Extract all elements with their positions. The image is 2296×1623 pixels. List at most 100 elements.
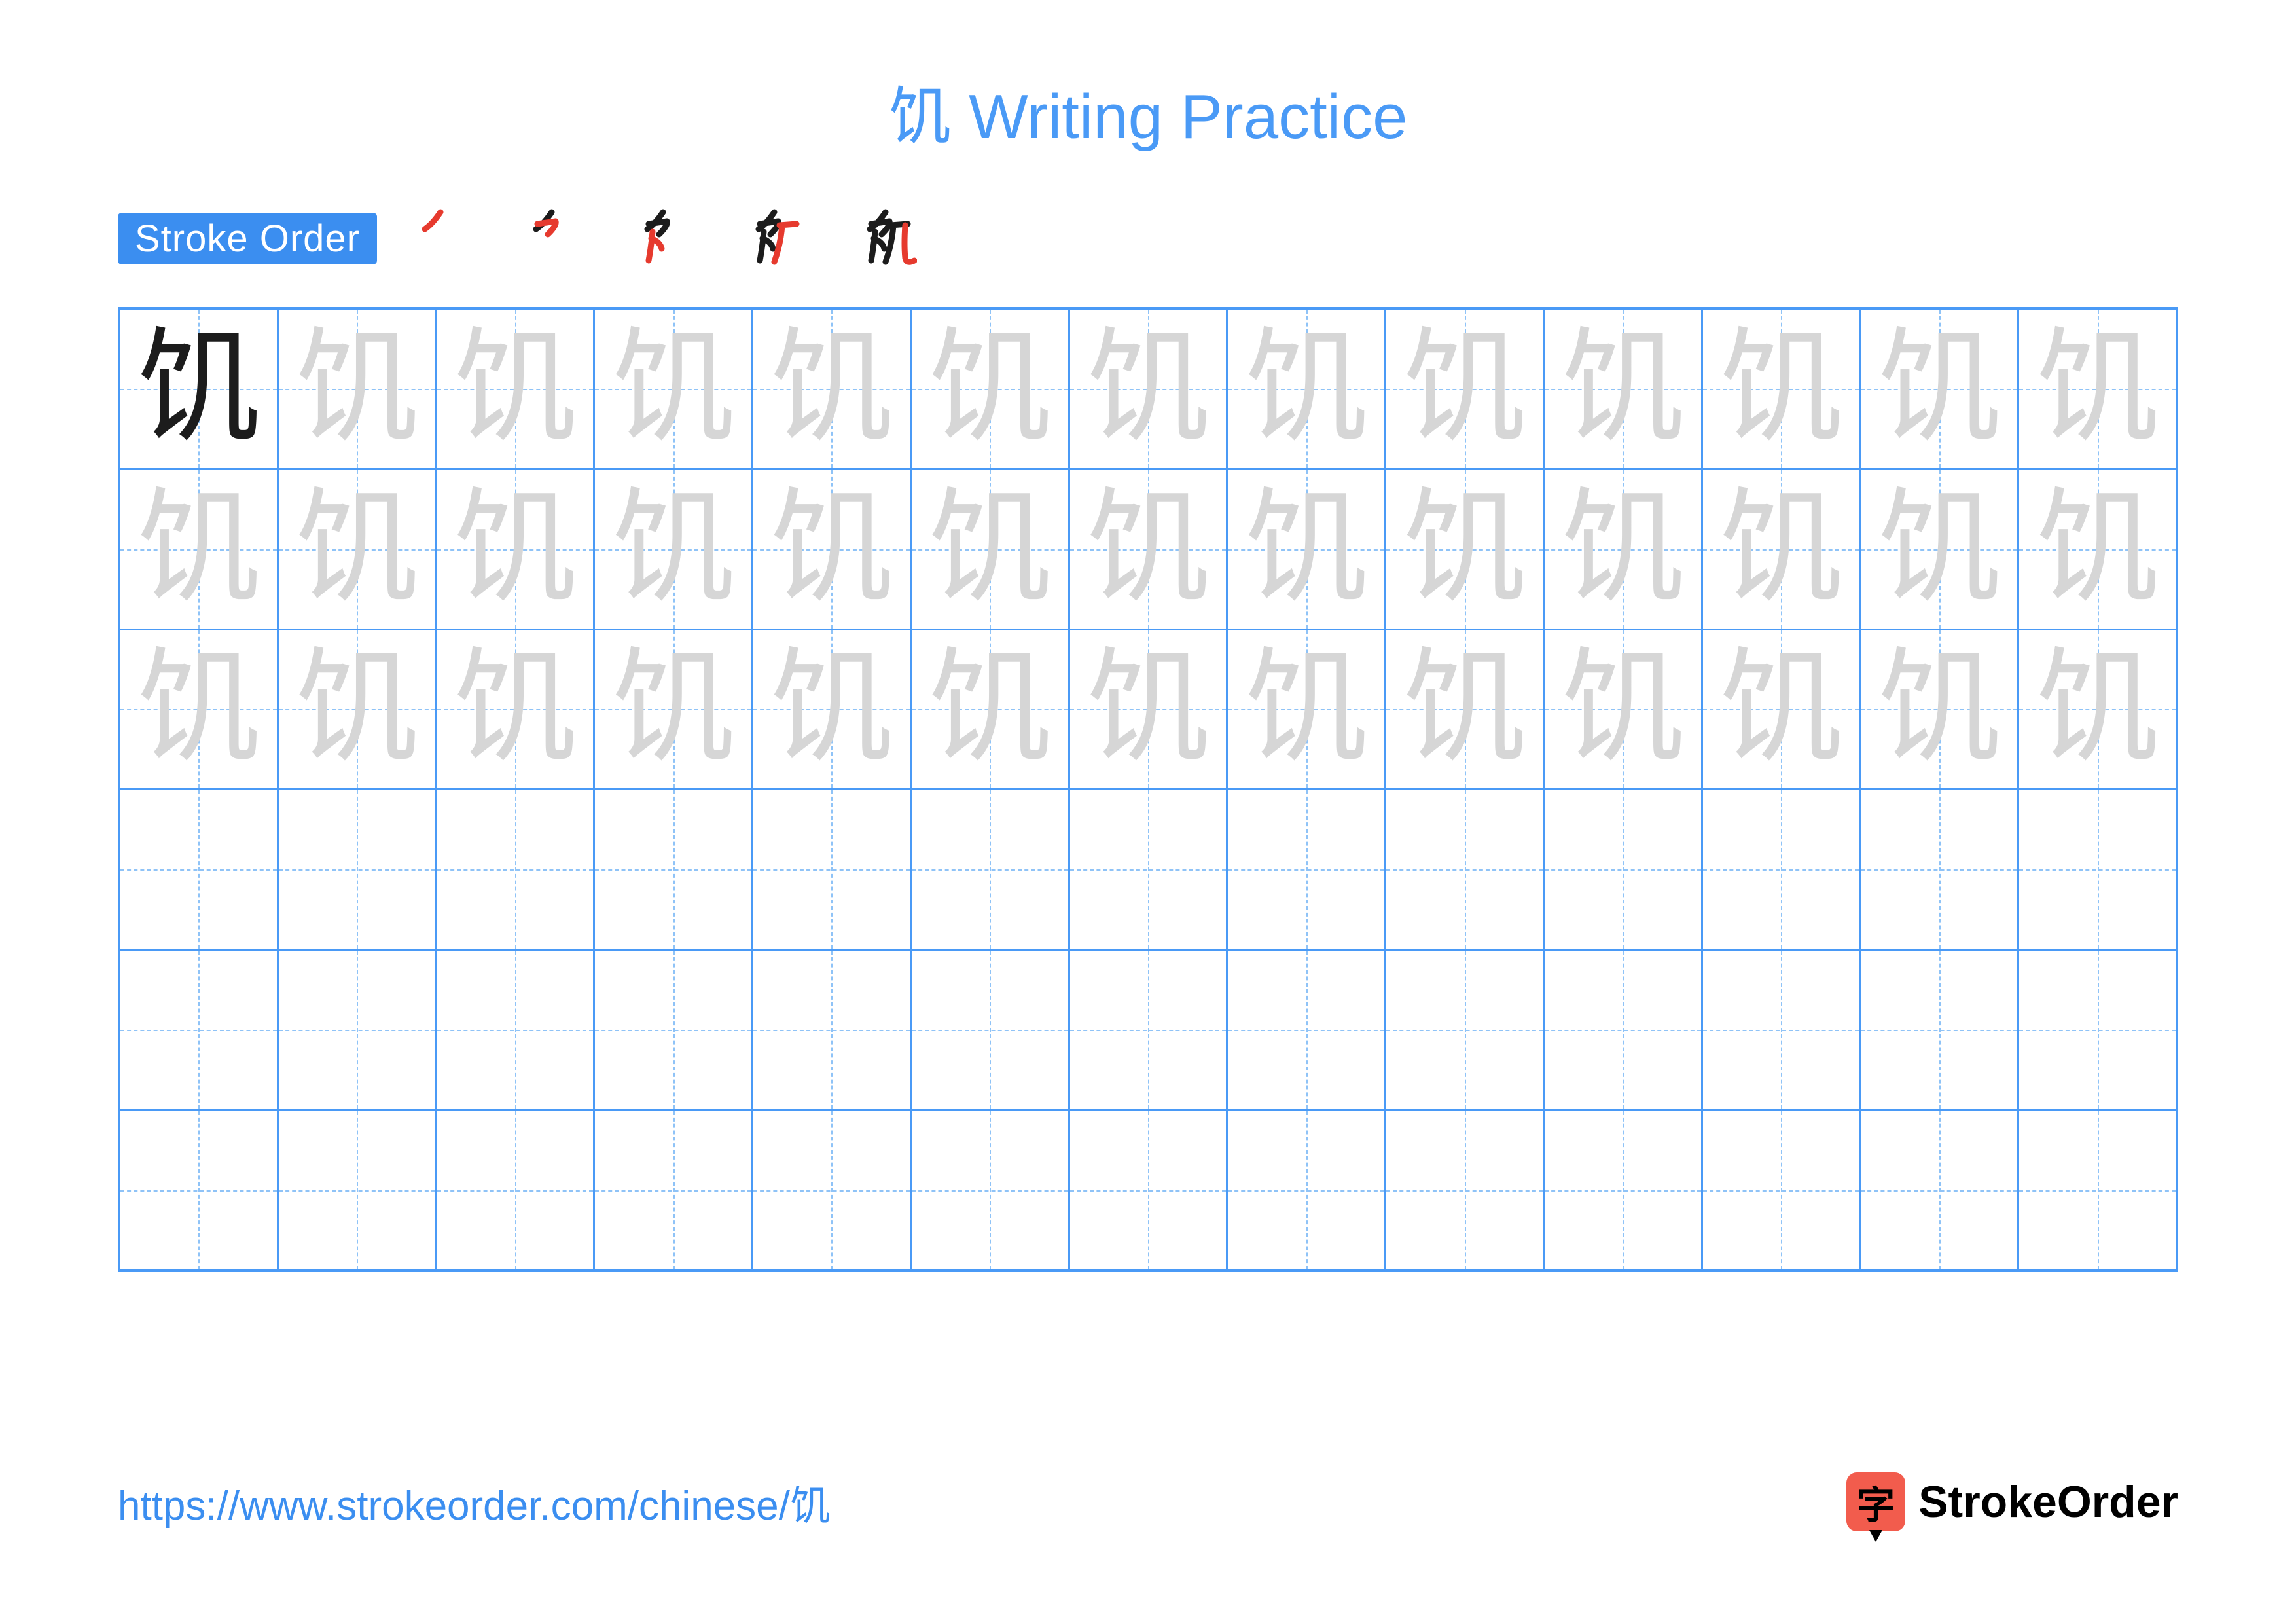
trace-character: 饥 [1086,327,1210,451]
trace-character: 饥 [1719,487,1843,611]
grid-row [120,790,2176,951]
grid-cell [1703,790,1861,949]
grid-cell [753,790,912,949]
grid-cell: 饥 [1228,630,1386,789]
grid-cell [595,1111,753,1269]
grid-cell: 饥 [1703,470,1861,629]
trace-character: 饥 [2036,487,2160,611]
grid-cell [1228,951,1386,1109]
grid-cell: 饥 [437,470,596,629]
grid-cell [2019,951,2176,1109]
stroke-step-5 [848,202,920,274]
grid-cell [753,1111,912,1269]
grid-cell: 饥 [1861,630,2019,789]
trace-character: 饥 [927,487,1052,611]
trace-character: 饥 [611,487,736,611]
trace-character: 饥 [295,647,419,771]
grid-cell [595,790,753,949]
trace-character: 饥 [295,327,419,451]
grid-cell: 饥 [1386,310,1545,468]
logo-badge-icon: 字 [1846,1472,1905,1531]
grid-row [120,1111,2176,1269]
grid-cell: 饥 [1703,630,1861,789]
grid-cell [1386,951,1545,1109]
grid-cell [1545,951,1703,1109]
grid-cell [1386,1111,1545,1269]
grid-cell: 饥 [1861,310,2019,468]
grid-cell [437,790,596,949]
grid-cell [2019,790,2176,949]
trace-character: 饥 [1403,327,1527,451]
grid-cell: 饥 [279,310,437,468]
trace-character: 饥 [611,647,736,771]
logo: 字 StrokeOrder [1846,1472,2178,1531]
trace-character: 饥 [1719,647,1843,771]
grid-cell: 饥 [1545,470,1703,629]
grid-cell: 饥 [1703,310,1861,468]
trace-character: 饥 [1877,327,2001,451]
grid-cell: 饥 [437,310,596,468]
grid-cell [912,951,1070,1109]
stroke-step-2 [514,202,586,274]
trace-character: 饥 [1560,647,1685,771]
grid-cell: 饥 [912,630,1070,789]
grid-cell: 饥 [753,630,912,789]
trace-character: 饥 [1403,647,1527,771]
practice-grid: 饥饥饥饥饥饥饥饥饥饥饥饥饥饥饥饥饥饥饥饥饥饥饥饥饥饥饥饥饥饥饥饥饥饥饥饥饥饥饥 [118,307,2178,1272]
grid-cell: 饥 [1861,470,2019,629]
grid-cell [437,951,596,1109]
grid-cell: 饥 [1070,310,1229,468]
trace-character: 饥 [453,647,577,771]
trace-character: 饥 [1403,487,1527,611]
trace-character: 饥 [927,647,1052,771]
trace-character: 饥 [1244,647,1369,771]
trace-character: 饥 [295,487,419,611]
trace-character: 饥 [769,647,893,771]
grid-cell [1070,1111,1229,1269]
trace-character: 饥 [1877,487,2001,611]
trace-character: 饥 [453,327,577,451]
grid-cell: 饥 [912,310,1070,468]
grid-cell: 饥 [1545,630,1703,789]
grid-cell: 饥 [595,310,753,468]
grid-cell [120,951,279,1109]
trace-character: 饥 [2036,647,2160,771]
grid-cell: 饥 [279,630,437,789]
grid-cell [1070,790,1229,949]
trace-character: 饥 [1086,487,1210,611]
grid-cell: 饥 [912,470,1070,629]
grid-cell: 饥 [753,470,912,629]
grid-cell [1070,951,1229,1109]
grid-cell [2019,1111,2176,1269]
stroke-steps [403,202,920,274]
grid-cell [120,790,279,949]
grid-cell: 饥 [1070,630,1229,789]
trace-character: 饥 [769,327,893,451]
grid-cell: 饥 [120,470,279,629]
grid-cell [120,1111,279,1269]
grid-cell [1861,951,2019,1109]
grid-cell: 饥 [1228,310,1386,468]
grid-cell [753,951,912,1109]
grid-cell: 饥 [595,630,753,789]
grid-cell [1228,790,1386,949]
trace-character: 饥 [1086,647,1210,771]
grid-cell [279,1111,437,1269]
grid-row: 饥饥饥饥饥饥饥饥饥饥饥饥饥 [120,630,2176,791]
grid-cell [1703,951,1861,1109]
grid-cell: 饥 [2019,630,2176,789]
grid-cell [279,951,437,1109]
grid-cell [1861,790,2019,949]
trace-character: 饥 [136,647,260,771]
grid-cell [595,951,753,1109]
grid-cell: 饥 [120,630,279,789]
footer: https://www.strokeorder.com/chinese/饥 字 … [118,1472,2178,1531]
grid-row: 饥饥饥饥饥饥饥饥饥饥饥饥饥 [120,310,2176,470]
grid-row: 饥饥饥饥饥饥饥饥饥饥饥饥饥 [120,470,2176,630]
stroke-step-3 [626,202,698,274]
grid-cell: 饥 [1386,470,1545,629]
page-title: 饥 Writing Practice [118,65,2178,156]
grid-cell [279,790,437,949]
trace-character: 饥 [769,487,893,611]
grid-cell: 饥 [753,310,912,468]
